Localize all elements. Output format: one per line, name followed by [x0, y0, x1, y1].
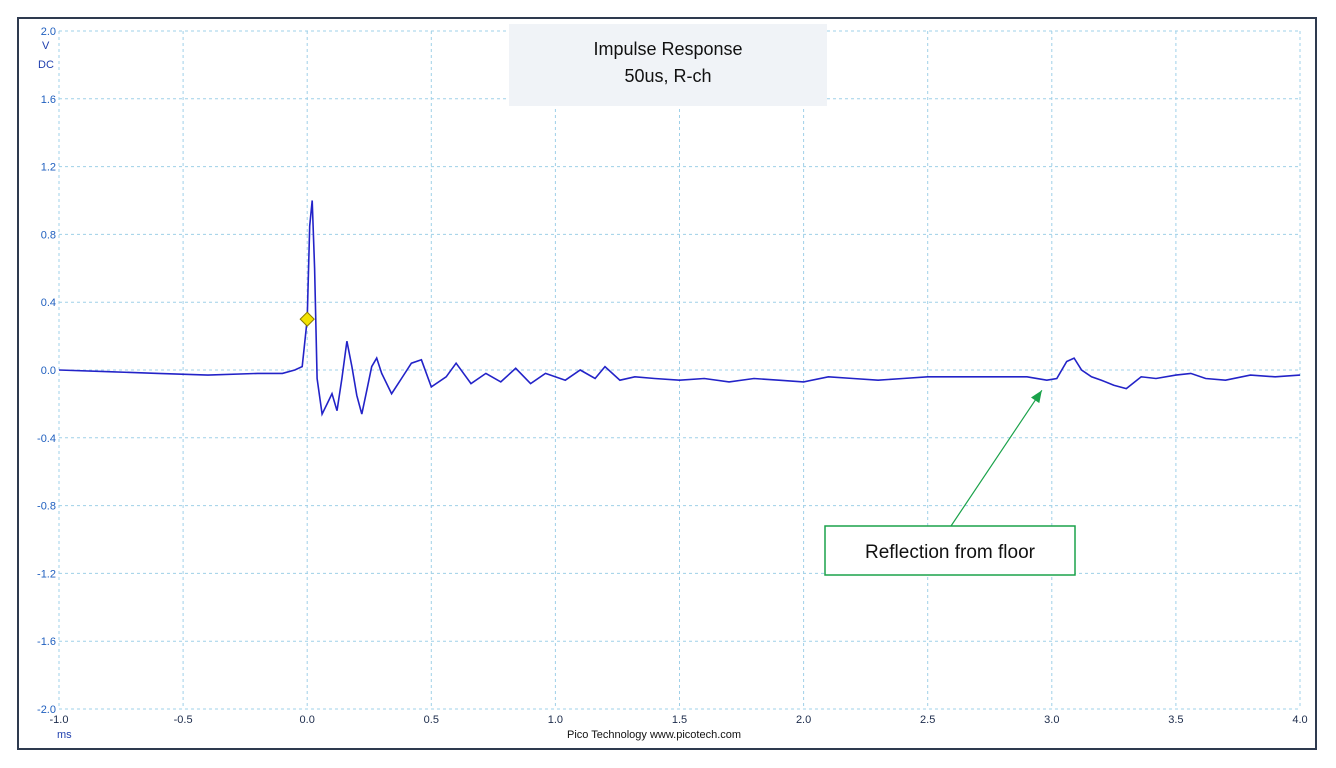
chart-frame: Impulse Response 50us, R-ch 2.0 1.6 1.2 0.8…	[17, 17, 1317, 750]
y-tick-label: 0.0	[41, 365, 56, 377]
y-tick-label: -0.8	[37, 501, 56, 513]
x-tick-label: 4.0	[1292, 714, 1307, 726]
y-tick-label: -1.6	[37, 636, 56, 648]
x-tick-label: 3.0	[1044, 714, 1059, 726]
y-tick-label: 2.0	[41, 26, 56, 38]
x-tick-label: 3.5	[1168, 714, 1183, 726]
y-tick-label: 1.6	[41, 94, 56, 106]
y-tick-label: 0.4	[41, 297, 56, 309]
grid-lines	[58, 30, 1301, 710]
x-tick-label: 0.5	[424, 714, 439, 726]
y-tick-label: 0.8	[41, 229, 56, 241]
x-tick-label: 2.0	[796, 714, 811, 726]
x-axis-unit: ms	[57, 729, 72, 741]
annotation-text: Reflection from floor	[865, 542, 1036, 563]
y-axis-coupling: DC	[38, 59, 54, 71]
x-axis-ticks: -1.0 -0.5 0.0 0.5 1.0 1.5 2.0 2.5 3.0 3.5 4.0	[50, 714, 1308, 726]
annotation-arrow	[950, 390, 1043, 527]
x-tick-label: 1.0	[548, 714, 563, 726]
x-tick-label: -1.0	[50, 714, 69, 726]
y-tick-label: -0.4	[37, 433, 56, 445]
title-box	[509, 24, 827, 106]
y-tick-label: -1.2	[37, 568, 56, 580]
oscilloscope-chart: Impulse Response 50us, R-ch 2.0 1.6 1.2 0.8…	[37, 24, 1308, 741]
impulse-response-line	[58, 200, 1301, 417]
chart-title: Impulse Response	[593, 39, 742, 59]
x-tick-label: 2.5	[920, 714, 935, 726]
y-axis-unit: V	[42, 40, 50, 52]
footer-credit: Pico Technology www.picotech.com	[567, 729, 741, 741]
y-tick-label: -2.0	[37, 704, 56, 716]
annotation-box	[824, 525, 1076, 576]
x-tick-label: -0.5	[174, 714, 193, 726]
y-axis-ticks: 2.0 1.6 1.2 0.8 0.4 0.0 -0.4 -0.8 -1.2 -1.6 -2.0	[37, 26, 56, 716]
trigger-marker[interactable]	[299, 311, 315, 327]
annotation-arrowhead	[1031, 390, 1042, 404]
x-tick-label: 1.5	[672, 714, 687, 726]
chart-subtitle: 50us, R-ch	[624, 66, 711, 86]
y-tick-label: 1.2	[41, 162, 56, 174]
x-tick-label: 0.0	[300, 714, 315, 726]
